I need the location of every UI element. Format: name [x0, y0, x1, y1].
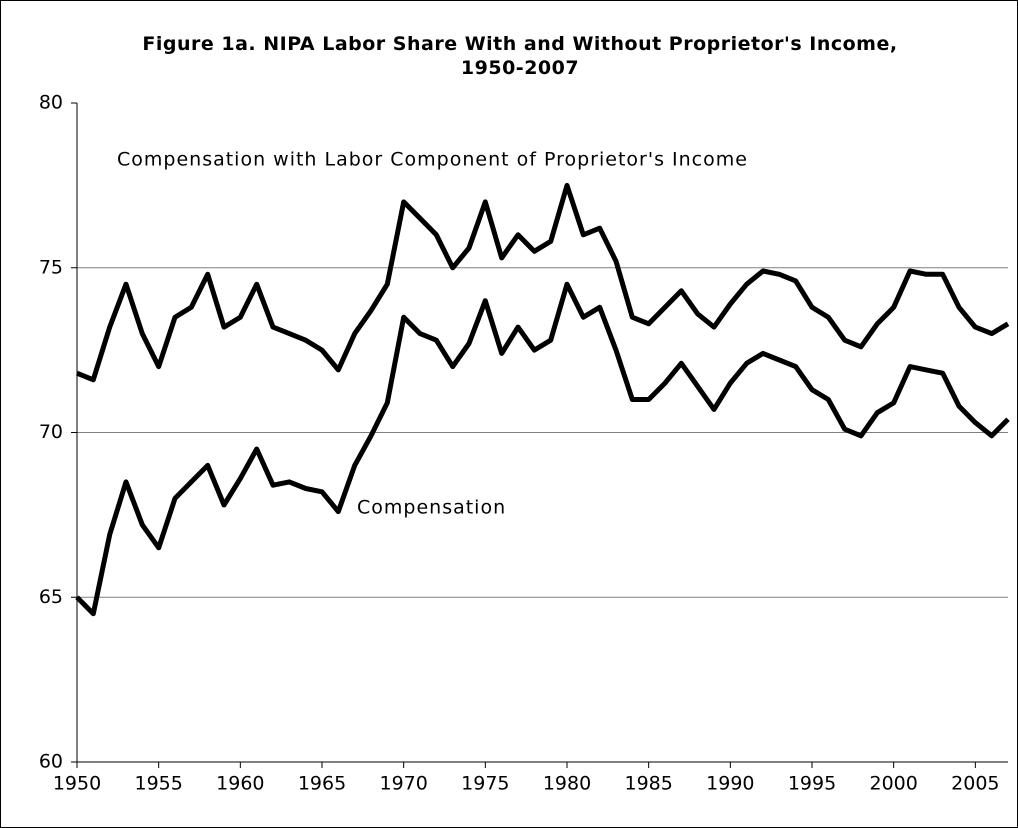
annotation: Compensation with Labor Component of Pro…	[117, 149, 748, 171]
x-tick-label: 1950	[53, 773, 101, 795]
y-tick-label: 80	[39, 92, 63, 114]
series-line	[75, 281, 1010, 617]
x-tick-label: 1960	[216, 773, 264, 795]
x-tick-label: 1975	[461, 773, 509, 795]
chart-title: Figure 1a. NIPA Labor Share With and Wit…	[142, 33, 898, 79]
x-tick-label: 1965	[298, 773, 346, 795]
y-tick-label: 60	[39, 751, 63, 773]
x-tick-label: 1980	[543, 773, 591, 795]
x-tick-label: 1985	[624, 773, 672, 795]
x-tick-label: 1995	[788, 773, 836, 795]
y-tick-label: 70	[39, 421, 63, 443]
annotation: Compensation	[357, 497, 506, 519]
x-tick-label: 1990	[706, 773, 754, 795]
y-tick-label: 65	[39, 586, 63, 608]
x-tick-label: 1955	[134, 773, 182, 795]
x-tick-label: 1970	[379, 773, 427, 795]
y-tick-label: 75	[39, 256, 63, 278]
x-tick-label: 2000	[869, 773, 917, 795]
x-tick-label: 2005	[951, 773, 999, 795]
series-line	[76, 182, 1010, 383]
